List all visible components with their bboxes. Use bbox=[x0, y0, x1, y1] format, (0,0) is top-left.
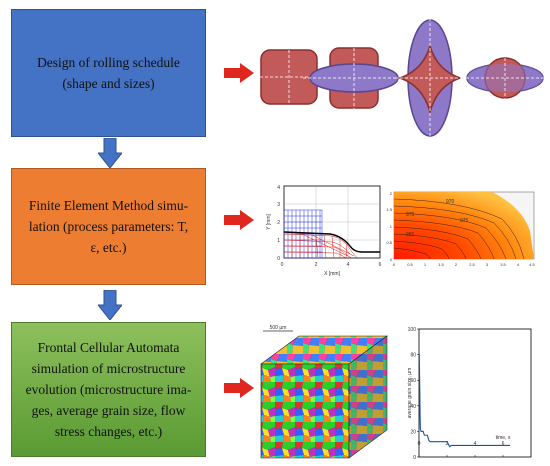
plot-area bbox=[418, 328, 532, 458]
y-tick-label: 60 bbox=[410, 378, 416, 384]
x-axis-label: time, s bbox=[496, 435, 511, 441]
y-tick-label: 100 bbox=[408, 327, 417, 333]
y-tick-label: 2 bbox=[277, 220, 280, 226]
y-tick-label: 2 bbox=[390, 191, 393, 196]
x-tick-label: 4 bbox=[347, 262, 350, 268]
y-tick-label: 1 bbox=[390, 224, 393, 229]
box-line: ε, etc.) bbox=[90, 240, 127, 255]
x-tick-label: 4 bbox=[474, 441, 477, 447]
y-tick-label: 3 bbox=[277, 202, 280, 208]
fca-simulation-box: Frontal Cellular Automata simulation of … bbox=[11, 322, 206, 457]
y-tick-label: 4 bbox=[277, 185, 280, 191]
right-arrow-icon bbox=[224, 378, 254, 398]
box-line: ges, average grain size, flow bbox=[31, 403, 186, 418]
y-tick-label: 20 bbox=[410, 429, 416, 435]
x-tick-label: 6 bbox=[379, 262, 382, 268]
y-tick-label: 0.5 bbox=[386, 240, 392, 245]
y-tick-label: 1 bbox=[277, 238, 280, 244]
x-tick-label: 2 bbox=[446, 441, 449, 447]
box-line: Frontal Cellular Automata bbox=[37, 340, 180, 355]
y-axis-label: average grain size, µm bbox=[407, 368, 413, 419]
x-tick-label: 2 bbox=[315, 262, 318, 268]
box-line: Design of rolling schedule bbox=[37, 55, 180, 70]
x-tick-label: 2.5 bbox=[469, 262, 475, 267]
down-arrow-icon bbox=[98, 138, 122, 168]
x-tick-label: 3 bbox=[486, 262, 489, 267]
box-line: lation (process parameters: T, bbox=[28, 219, 189, 234]
fem-simulation-box: Finite Element Method simu- lation (proc… bbox=[11, 168, 206, 285]
x-tick-label: 6 bbox=[502, 441, 505, 447]
box-line: Finite Element Method simu- bbox=[28, 198, 189, 213]
y-tick-label: 0 bbox=[277, 256, 280, 262]
microstructure-cube: 500 µm bbox=[260, 325, 388, 459]
contour-label: 970 bbox=[446, 199, 455, 205]
y-tick-label: 1.5 bbox=[386, 207, 392, 212]
roll-profile bbox=[283, 231, 380, 253]
box-line: simulation of microstructure bbox=[31, 361, 186, 376]
box-line: (shape and sizes) bbox=[62, 76, 155, 91]
y-tick-label: 40 bbox=[410, 404, 416, 410]
x-tick-label: 3.5 bbox=[500, 262, 506, 267]
contour-label: 985 bbox=[406, 232, 415, 238]
scale-label: 500 µm bbox=[270, 325, 287, 331]
right-arrow-icon bbox=[224, 210, 254, 230]
fem-mesh-chart: 0 2 4 6 0 1 2 3 4 X [mm] Y [mm] bbox=[266, 185, 382, 277]
y-tick-label: 80 bbox=[410, 353, 416, 359]
contour-label: 975 bbox=[406, 212, 415, 218]
temperature-field bbox=[394, 192, 534, 259]
y-tick-label: 0 bbox=[413, 455, 416, 461]
x-tick-label: 0.5 bbox=[407, 262, 413, 267]
x-tick-label: 0 bbox=[281, 262, 284, 268]
grain-size-series-line bbox=[418, 354, 510, 448]
rolling-schedule-box: Design of rolling schedule (shape and si… bbox=[11, 9, 206, 137]
x-tick-label: 1 bbox=[424, 262, 427, 267]
x-tick-label: 0 bbox=[393, 262, 396, 267]
down-arrow-icon bbox=[98, 290, 122, 320]
x-tick-label: 2 bbox=[455, 262, 458, 267]
roll-pass-shapes bbox=[255, 18, 545, 138]
y-tick-label: 0 bbox=[390, 257, 393, 262]
x-tick-label: 1.5 bbox=[438, 262, 444, 267]
x-tick-label: 4.5 bbox=[529, 262, 535, 267]
x-tick-label: 0 bbox=[418, 441, 421, 447]
box-line: stress changes, etc.) bbox=[54, 424, 163, 439]
x-tick-label: 4 bbox=[517, 262, 520, 267]
temperature-map: 970 975 975 985 0 0.5 1 1.5 2 0 0.5 1 1.… bbox=[386, 191, 535, 267]
y-axis-label: Y [mm] bbox=[266, 214, 272, 230]
x-axis-label: X [mm] bbox=[324, 271, 340, 277]
box-line: evolution (microstructure ima- bbox=[25, 382, 192, 397]
deformed-mesh bbox=[283, 233, 358, 259]
right-arrow-icon bbox=[224, 63, 254, 83]
contour-label: 975 bbox=[460, 218, 469, 224]
